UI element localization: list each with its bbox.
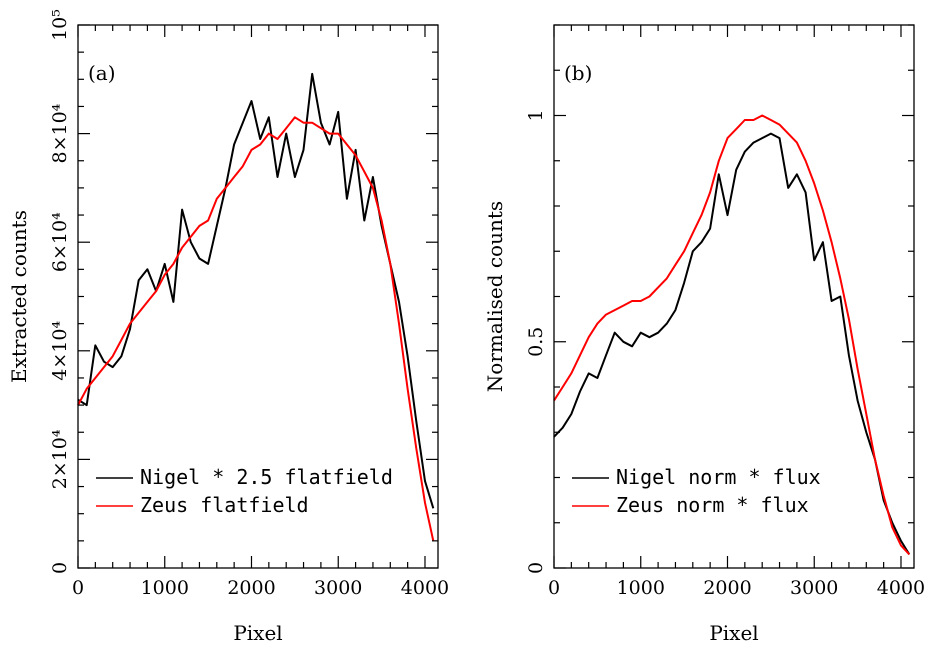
panel-b-legend-label-nigel: Nigel norm * flux (616, 465, 821, 489)
panel-a-x-axis-label: Pixel (233, 621, 282, 645)
panel-a-x-tick-label: 1000 (141, 577, 189, 599)
panel-b-x-tick-label: 1000 (617, 577, 665, 599)
panel-a-x-tick-label: 4000 (401, 577, 449, 599)
panel-a-y-tick-label: 10⁵ (49, 9, 71, 41)
panel-b-y-tick-label: 1 (525, 109, 547, 121)
panel-b-y-tick-label: 0.5 (525, 327, 547, 357)
panel-b-series (553, 114, 911, 556)
panel-a-legend-label-zeus: Zeus flatfield (140, 493, 309, 517)
panel-a-legend: Nigel * 2.5 flatfield Zeus flatfield (96, 465, 393, 517)
panel-a-extracted-counts: (a) Pixel Extracted counts Nigel * 2.5 f… (7, 9, 449, 645)
panel-a-y-tick-label: 4×10⁴ (49, 321, 71, 381)
panel-b-ticks (553, 24, 914, 569)
panel-a-ticks (77, 24, 438, 569)
panel-a-x-tick-label: 3000 (314, 577, 362, 599)
panel-a-legend-label-nigel: Nigel * 2.5 flatfield (140, 465, 393, 489)
panel-a-label: (a) (88, 61, 116, 85)
panel-b-label: (b) (564, 61, 592, 85)
panel-b-series-zeus-line (553, 114, 911, 556)
panel-b-normalised-counts: (b) Pixel Normalised counts Nigel norm *… (483, 24, 925, 645)
panel-a-y-tick-label: 0 (49, 562, 71, 574)
panel-b-y-axis-label: Normalised counts (483, 201, 507, 392)
panel-a-series-nigel-line (77, 72, 435, 509)
panel-a-y-tick-label: 6×10⁴ (49, 212, 71, 272)
panel-b-legend-label-zeus: Zeus norm * flux (616, 493, 809, 517)
panel-b-series-nigel-line (553, 132, 911, 555)
panel-a-y-tick-label: 8×10⁴ (49, 103, 71, 163)
panel-b-x-tick-label: 4000 (877, 577, 925, 599)
panel-a-y-axis-label: Extracted counts (7, 210, 31, 383)
panel-a-x-tick-label: 2000 (227, 577, 275, 599)
panel-b-legend: Nigel norm * flux Zeus norm * flux (572, 465, 821, 517)
panel-a-y-tick-label: 2×10⁴ (49, 429, 71, 489)
panel-a-series (77, 72, 435, 542)
panel-b-x-tick-label: 3000 (790, 577, 838, 599)
panel-b-y-tick-label: 0 (525, 562, 547, 574)
panel-a-series-zeus-line (77, 116, 435, 542)
panel-a-x-tick-label: 0 (72, 577, 84, 599)
panel-b-x-tick-label: 2000 (703, 577, 751, 599)
panel-b-x-tick-label: 0 (548, 577, 560, 599)
panel-b-x-axis-label: Pixel (709, 621, 758, 645)
